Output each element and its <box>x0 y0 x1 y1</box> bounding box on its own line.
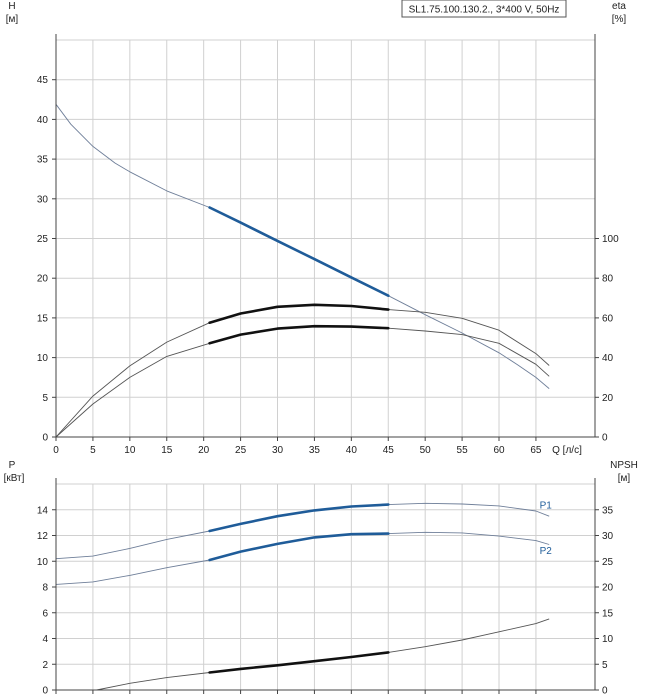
top-series-0-duty-segment <box>208 206 390 298</box>
top-y-left-label-line2: [м] <box>6 14 19 25</box>
bottom-y-right-tick-label: 30 <box>602 531 614 542</box>
series-label-p2: P2 <box>540 546 553 557</box>
x-tick-label: 30 <box>272 445 284 456</box>
top-y-right-tick-label: 60 <box>602 313 614 324</box>
x-tick-label: 50 <box>420 445 432 456</box>
x-tick-label: 5 <box>90 445 96 456</box>
x-tick-label: 55 <box>457 445 469 456</box>
top-y-right-tick-label: 100 <box>602 234 619 245</box>
top-y-right-tick-label: 20 <box>602 393 614 404</box>
top-y-left-tick-label: 45 <box>37 75 49 86</box>
bottom-y-right-tick-label: 10 <box>602 634 614 645</box>
bottom-y-left-label-line2: [кВт] <box>4 473 25 484</box>
top-y-left-tick-label: 35 <box>37 155 49 166</box>
chart-title: SL1.75.100.130.2., 3*400 V, 50Hz <box>409 5 560 16</box>
x-tick-label: 10 <box>124 445 136 456</box>
top-series-2-duty-segment <box>208 324 390 345</box>
x-tick-label: 15 <box>161 445 173 456</box>
top-y-right-tick-label: 40 <box>602 353 614 364</box>
x-axis-label: Q [л/с] <box>552 445 582 456</box>
bottom-series-2-duty-segment <box>208 651 390 674</box>
bottom-chart-ticks: 0 2 4 6 8 10 12 14 0 5 10 15 20 25 30 35 <box>37 478 614 697</box>
top-y-left-tick-label: 0 <box>42 433 48 444</box>
bottom-y-left-tick-label: 4 <box>42 634 48 645</box>
bottom-y-right-label-line1: NPSH <box>610 460 638 471</box>
top-y-right-label-line1: eta <box>612 1 626 12</box>
x-tick-label: 40 <box>346 445 358 456</box>
top-chart-grid <box>55 39 596 438</box>
bottom-series-0-duty-segment <box>208 503 390 533</box>
bottom-y-right-label-line2: [м] <box>618 473 631 484</box>
bottom-y-left-tick-label: 0 <box>42 686 48 697</box>
top-y-left-label-line1: H <box>8 1 15 12</box>
bottom-y-right-tick-label: 35 <box>602 505 614 516</box>
bottom-y-left-label-line1: P <box>9 460 16 471</box>
x-tick-label: 60 <box>493 445 505 456</box>
bottom-y-right-tick-label: 5 <box>602 660 608 671</box>
top-y-left-tick-label: 10 <box>37 353 49 364</box>
top-y-right-tick-label: 0 <box>602 433 608 444</box>
top-y-left-tick-label: 5 <box>42 393 48 404</box>
top-series-1-duty-segment <box>208 303 390 325</box>
series-label-p1: P1 <box>540 501 553 512</box>
x-tick-label: 45 <box>383 445 395 456</box>
bottom-y-right-tick-label: 15 <box>602 608 614 619</box>
bottom-y-left-tick-label: 10 <box>37 557 49 568</box>
top-y-left-tick-label: 25 <box>37 234 49 245</box>
title-box <box>401 0 567 18</box>
bottom-y-right-tick-label: 0 <box>602 686 608 697</box>
x-tick-label: 25 <box>235 445 247 456</box>
top-y-left-tick-label: 40 <box>37 115 49 126</box>
bottom-y-left-tick-label: 2 <box>42 660 48 671</box>
bottom-y-right-tick-label: 25 <box>602 557 614 568</box>
bottom-y-left-tick-label: 12 <box>37 531 49 542</box>
bottom-y-left-tick-label: 14 <box>37 505 49 516</box>
bottom-series-1-duty-segment <box>208 532 390 562</box>
x-tick-label: 0 <box>53 445 59 456</box>
bottom-chart-series: P1 P2 <box>55 501 553 691</box>
top-chart-series <box>55 104 550 438</box>
bottom-y-right-tick-label: 20 <box>602 583 614 594</box>
bottom-y-left-tick-label: 8 <box>42 583 48 594</box>
top-y-right-tick-label: 80 <box>602 274 614 285</box>
top-y-left-tick-label: 20 <box>37 274 49 285</box>
x-tick-label: 20 <box>198 445 210 456</box>
top-y-right-label-line2: [%] <box>612 14 627 25</box>
top-y-left-tick-label: 15 <box>37 313 49 324</box>
top-y-left-tick-label: 30 <box>37 194 49 205</box>
top-chart-ticks: 0 5 10 15 20 25 30 35 40 45 50 55 60 65 0 5 10 15 20 25 30 35… <box>37 34 619 456</box>
bottom-y-left-tick-label: 6 <box>42 608 48 619</box>
x-tick-label: 65 <box>530 445 542 456</box>
x-tick-label: 35 <box>309 445 321 456</box>
